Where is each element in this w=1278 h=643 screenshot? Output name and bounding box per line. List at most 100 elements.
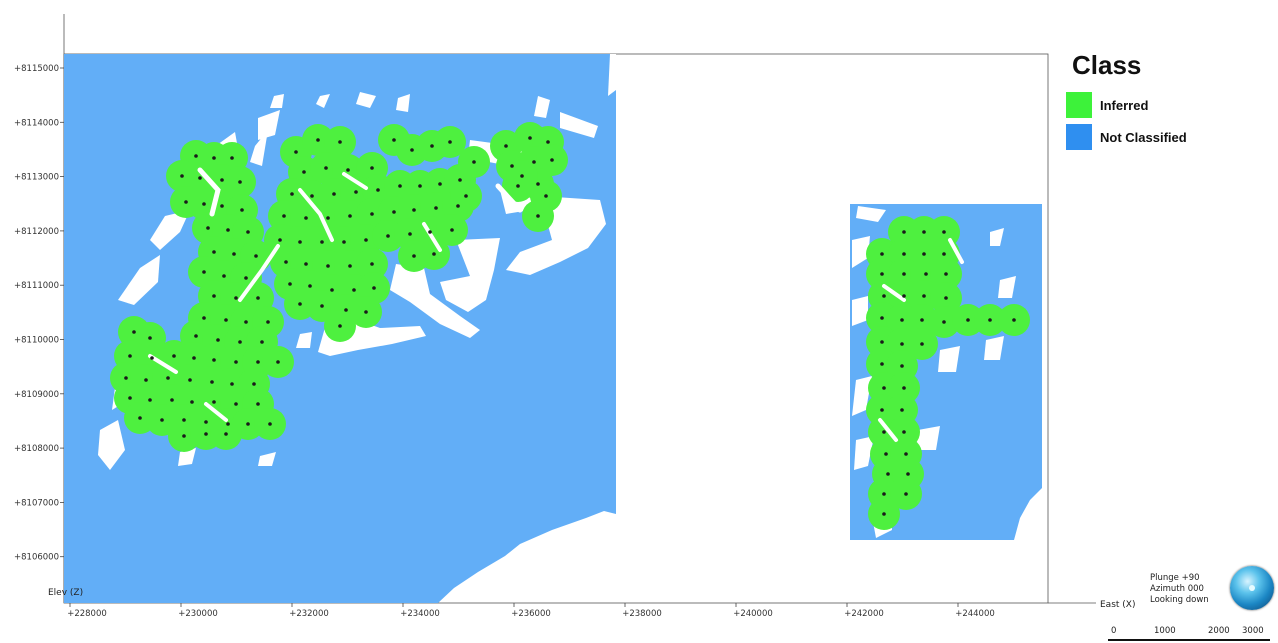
drillhole-point bbox=[170, 398, 174, 402]
drillhole-point bbox=[288, 282, 292, 286]
drillhole-point bbox=[536, 214, 540, 218]
orientation-globe-icon[interactable] bbox=[1230, 566, 1274, 610]
scale-bar-segment bbox=[1216, 639, 1270, 641]
drillhole-point bbox=[392, 210, 396, 214]
drillhole-point bbox=[132, 330, 136, 334]
drillhole-point bbox=[244, 320, 248, 324]
drillhole-point bbox=[234, 402, 238, 406]
drillhole-point bbox=[160, 418, 164, 422]
drillhole-point bbox=[238, 180, 242, 184]
drillhole-point bbox=[190, 400, 194, 404]
drillhole-point bbox=[456, 204, 460, 208]
drillhole-point bbox=[220, 178, 224, 182]
drillhole-point bbox=[880, 316, 884, 320]
drillhole-point bbox=[180, 174, 184, 178]
drillhole-point bbox=[198, 176, 202, 180]
drillhole-point bbox=[240, 208, 244, 212]
drillhole-point bbox=[370, 166, 374, 170]
x-tick-label: +242000 bbox=[844, 609, 884, 619]
drillhole-point bbox=[182, 418, 186, 422]
scale-label-3000: 3000 bbox=[1242, 626, 1264, 636]
drillhole-point bbox=[448, 140, 452, 144]
drillhole-point bbox=[266, 320, 270, 324]
drillhole-point bbox=[430, 144, 434, 148]
drillhole-point bbox=[882, 512, 886, 516]
drillhole-point bbox=[212, 358, 216, 362]
drillhole-point bbox=[904, 492, 908, 496]
x-tick-label: +244000 bbox=[955, 609, 995, 619]
drillhole-point bbox=[192, 356, 196, 360]
drillhole-point bbox=[902, 272, 906, 276]
drillhole-point bbox=[536, 182, 540, 186]
scale-label-0: 0 bbox=[1111, 626, 1117, 636]
drillhole-point bbox=[922, 294, 926, 298]
drillhole-point bbox=[886, 472, 890, 476]
x-tick-label: +234000 bbox=[400, 609, 440, 619]
drillhole-point bbox=[344, 308, 348, 312]
drillhole-point bbox=[372, 286, 376, 290]
drillhole-point bbox=[880, 252, 884, 256]
drillhole-point bbox=[342, 240, 346, 244]
drillhole-point bbox=[532, 160, 536, 164]
drillhole-point bbox=[194, 334, 198, 338]
x-axis: +228000 +230000 +232000 +234000 +236000 +2380… bbox=[67, 603, 995, 619]
drillhole-point bbox=[246, 230, 250, 234]
drillhole-point bbox=[166, 376, 170, 380]
scale-label-2000: 2000 bbox=[1208, 626, 1230, 636]
drillhole-point bbox=[352, 288, 356, 292]
drillhole-point bbox=[348, 264, 352, 268]
drillhole-point bbox=[408, 232, 412, 236]
legend-swatch-not-classified bbox=[1066, 124, 1092, 150]
drillhole-point bbox=[902, 294, 906, 298]
drillhole-point bbox=[520, 174, 524, 178]
x-tick-label: +228000 bbox=[67, 609, 107, 619]
drillhole-point bbox=[338, 324, 342, 328]
drillhole-point bbox=[222, 274, 226, 278]
y-axis-title: Elev (Z) bbox=[48, 588, 83, 598]
x-axis-title: East (X) bbox=[1100, 600, 1135, 610]
drillhole-point bbox=[386, 234, 390, 238]
drillhole-point bbox=[882, 294, 886, 298]
drillhole-point bbox=[224, 432, 228, 436]
drillhole-point bbox=[278, 238, 282, 242]
drillhole-point bbox=[304, 262, 308, 266]
drillhole-point bbox=[284, 260, 288, 264]
drillhole-point bbox=[904, 452, 908, 456]
view-orientation-info: Plunge +90 Azimuth 000 Looking down bbox=[1150, 573, 1209, 606]
drillhole-point bbox=[504, 144, 508, 148]
drillhole-point bbox=[320, 240, 324, 244]
drillhole-point bbox=[364, 310, 368, 314]
x-tick-label: +230000 bbox=[178, 609, 218, 619]
scale-bar-segment bbox=[1108, 639, 1162, 641]
drillhole-point bbox=[268, 422, 272, 426]
drillhole-point bbox=[920, 318, 924, 322]
drillhole-point bbox=[376, 188, 380, 192]
drillhole-point bbox=[880, 362, 884, 366]
legend-swatch-inferred bbox=[1066, 92, 1092, 118]
drillhole-point bbox=[316, 138, 320, 142]
drillhole-point bbox=[900, 318, 904, 322]
y-axis: +8115000 +8114000 +8113000 +8112000 +8111000… bbox=[14, 64, 64, 563]
drillhole-point bbox=[188, 378, 192, 382]
drillhole-point bbox=[942, 320, 946, 324]
drillhole-point bbox=[230, 382, 234, 386]
drillhole-point bbox=[252, 382, 256, 386]
drillhole-point bbox=[944, 272, 948, 276]
drillhole-point bbox=[202, 270, 206, 274]
drillhole-point bbox=[902, 230, 906, 234]
drillhole-point bbox=[432, 252, 436, 256]
drillhole-point bbox=[212, 156, 216, 160]
drillhole-point bbox=[172, 354, 176, 358]
drillhole-point bbox=[464, 194, 468, 198]
drillhole-point bbox=[290, 192, 294, 196]
drillhole-point bbox=[902, 430, 906, 434]
drillhole-point bbox=[922, 252, 926, 256]
drillhole-point bbox=[882, 430, 886, 434]
drillhole-point bbox=[458, 178, 462, 182]
inferred-voids bbox=[148, 167, 964, 442]
legend: Class Inferred Not Classified bbox=[1066, 50, 1256, 153]
drillhole-point bbox=[128, 396, 132, 400]
drillhole-point bbox=[298, 240, 302, 244]
x-tick-label: +240000 bbox=[733, 609, 773, 619]
